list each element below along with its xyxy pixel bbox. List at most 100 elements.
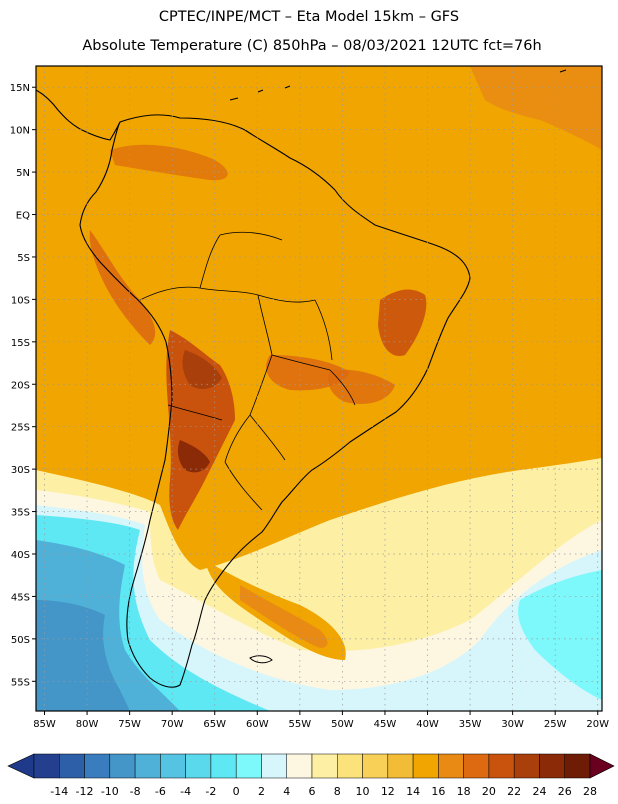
lon-tick-label: 55W	[289, 719, 312, 730]
band-cyan-south-east	[518, 570, 602, 700]
lon-tick-label: 40W	[416, 719, 439, 730]
lon-tick-label: 85W	[33, 719, 56, 730]
colorbar-label: 8	[334, 785, 341, 798]
lon-tick-label: 65W	[203, 719, 226, 730]
colorbar-swatch	[564, 753, 591, 779]
lat-tick-label: 15N	[10, 83, 30, 94]
colorbar-label: -10	[101, 785, 119, 798]
band-lightcyan-south	[36, 505, 602, 711]
colorbar-swatch	[59, 753, 85, 779]
country-borders	[139, 231, 356, 511]
lat-tick-label: 15S	[11, 338, 30, 349]
lat-lon-grid	[36, 66, 602, 711]
colorbar-swatch	[160, 753, 186, 779]
latitude-axis: 15N 10N 5N EQ 5S 10S 15S 20S 25S 30S 35S 40S 45S 50S 5…	[10, 83, 36, 688]
colorbar-swatch	[337, 753, 363, 779]
lon-tick-label: 30W	[501, 719, 524, 730]
heat-southeast-brazil	[328, 369, 395, 405]
lat-tick-label: 45S	[11, 592, 30, 603]
colorbar-swatch	[134, 753, 161, 779]
colorbar-label: 28	[583, 785, 597, 798]
heat-bolivia-core	[182, 350, 222, 390]
coastline-central-america	[36, 89, 121, 141]
colorbar-label: 10	[356, 785, 370, 798]
lon-tick-label: 60W	[246, 719, 269, 730]
colorbar-swatch	[463, 753, 490, 779]
colorbar-swatch	[210, 753, 237, 779]
colorbar-label: -6	[155, 785, 166, 798]
lat-tick-label: 55S	[11, 677, 30, 688]
lat-tick-label: 35S	[11, 508, 30, 519]
colorbar-swatch	[235, 753, 262, 779]
colorbar-swatch	[286, 753, 313, 779]
heat-chaco-core	[177, 440, 210, 473]
colorbar-swatch	[362, 753, 389, 779]
colorbar-label: 6	[309, 785, 316, 798]
lon-tick-label: 35W	[459, 719, 482, 730]
title-line-2: Absolute Temperature (C) 850hPa – 08/03/…	[82, 38, 541, 54]
colorbar-label: -2	[205, 785, 216, 798]
lon-tick-label: 75W	[118, 719, 141, 730]
colorbar-under-arrow	[7, 753, 35, 779]
lat-tick-label: 50S	[11, 635, 30, 646]
lat-tick-label: 30S	[11, 465, 30, 476]
colorbar-label: -14	[50, 785, 68, 798]
lat-tick-label: 25S	[11, 423, 30, 434]
colorbar-label: -8	[130, 785, 141, 798]
lat-tick-label: 40S	[11, 550, 30, 561]
colorbar-label: 20	[482, 785, 496, 798]
coastline-caribbean-islands	[229, 69, 567, 101]
colorbar-label: -12	[76, 785, 94, 798]
lon-tick-label: 50W	[331, 719, 354, 730]
colorbar-swatch	[185, 753, 212, 779]
lat-tick-label: 5N	[16, 168, 30, 179]
colorbar-label: 22	[507, 785, 521, 798]
colorbar-swatch	[539, 753, 565, 779]
colorbar-label: 0	[233, 785, 240, 798]
colorbar-label: 2	[258, 785, 265, 798]
band-warm-ne-atlantic	[470, 66, 602, 150]
colorbar-swatch	[109, 753, 136, 779]
colorbar-swatch	[84, 753, 111, 779]
colorbar-swatch	[412, 753, 439, 779]
colorbar-label: 26	[558, 785, 572, 798]
lat-tick-label: EQ	[16, 211, 30, 222]
lat-tick-label: 10S	[11, 295, 30, 306]
lon-tick-label: 25W	[544, 719, 567, 730]
colorbar-swatch	[261, 753, 287, 779]
colorbar-swatch	[387, 753, 414, 779]
colorbar	[7, 753, 615, 779]
colorbar-swatch	[513, 753, 540, 779]
colorbar-over-arrow	[589, 753, 615, 779]
colorbar-swatch	[33, 753, 60, 779]
colorbar-swatch	[438, 753, 464, 779]
colorbar-label: 12	[381, 785, 395, 798]
band-hot-patagonia-plume	[240, 585, 328, 648]
colorbar-swatch	[311, 753, 338, 779]
lon-tick-label: 20W	[586, 719, 609, 730]
lat-tick-label: 20S	[11, 380, 30, 391]
lat-tick-label: 5S	[17, 253, 30, 264]
colorbar-swatch	[488, 753, 515, 779]
colorbar-label: 16	[431, 785, 445, 798]
lon-tick-label: 45W	[374, 719, 397, 730]
lat-tick-label: 10N	[10, 126, 30, 137]
lon-tick-label: 80W	[76, 719, 99, 730]
heat-andes-north	[89, 230, 156, 345]
heat-ne-brazil	[378, 289, 427, 356]
colorbar-label: 14	[406, 785, 420, 798]
colorbar-labels: -14 -12 -10 -8 -6 -4 -2 0 2 4 6 8 10 12 14 16 18 20 22 24 26…	[50, 785, 597, 798]
colorbar-label: 18	[457, 785, 471, 798]
colorbar-label: 4	[283, 785, 290, 798]
longitude-axis: 85W 80W 75W 70W 65W 60W 55W 50W 45W 40W 35W 30W 25W 2…	[33, 711, 609, 730]
band-darkblue-southwest	[36, 600, 130, 711]
coastline-south-america	[79, 114, 471, 688]
heat-north-coast	[110, 144, 228, 181]
colorbar-label: 24	[532, 785, 546, 798]
colorbar-label: -4	[180, 785, 191, 798]
lon-tick-label: 70W	[161, 719, 184, 730]
map-frame	[35, 65, 603, 712]
title-line-1: CPTEC/INPE/MCT – Eta Model 15km – GFS	[159, 9, 459, 25]
